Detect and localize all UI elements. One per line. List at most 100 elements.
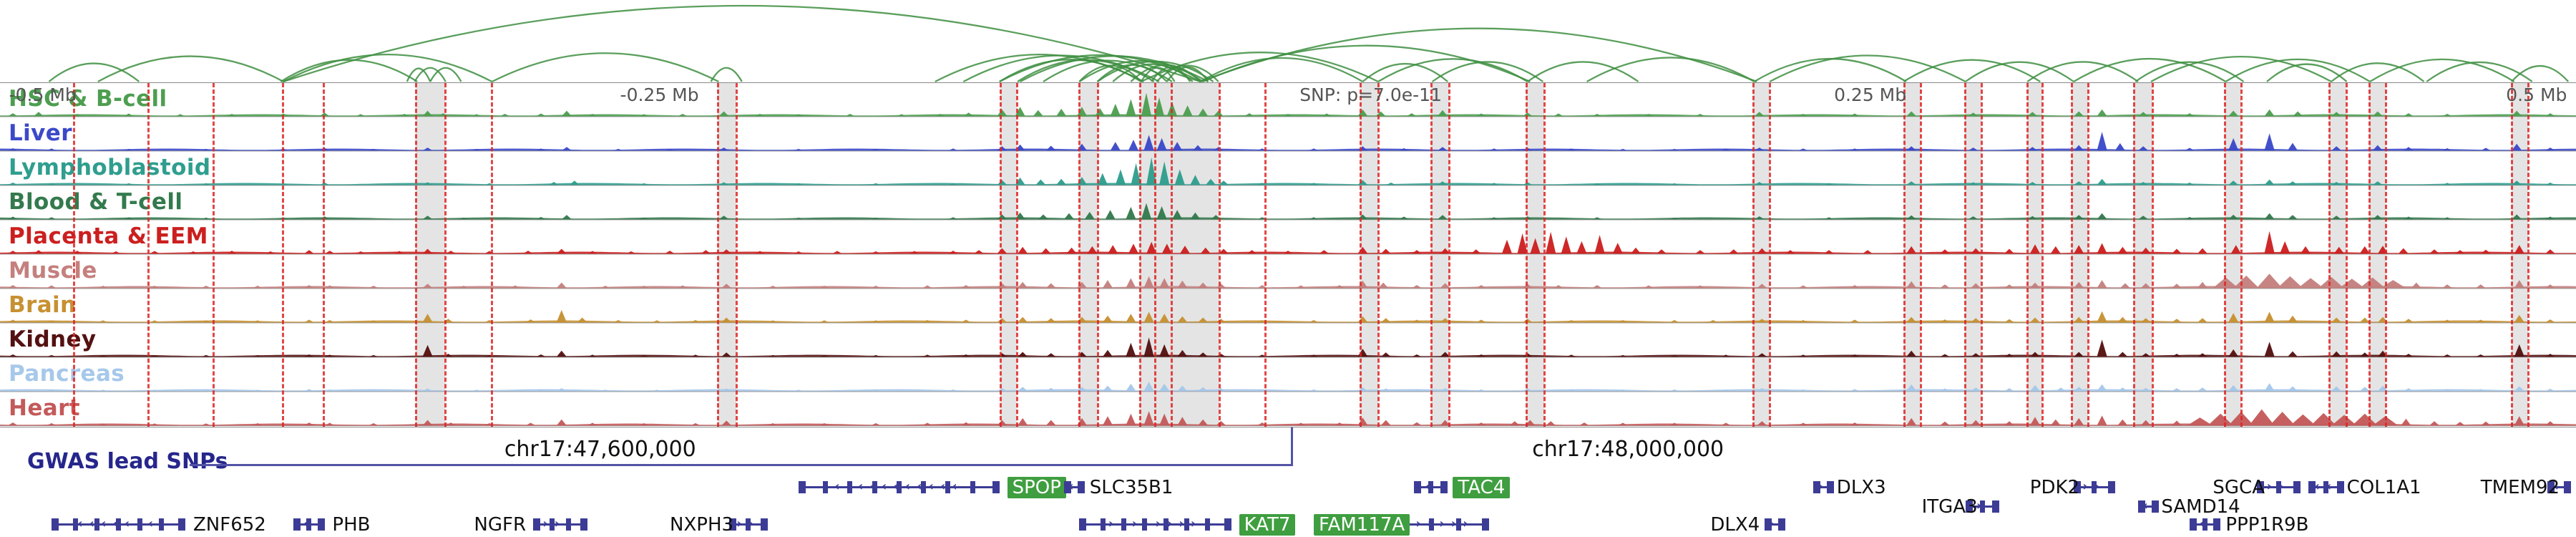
gene-label[interactable]: ITGA3 bbox=[1921, 496, 1978, 518]
highlight-dashed-line bbox=[1377, 83, 1380, 427]
gene-exon bbox=[1813, 481, 1821, 493]
gene-label[interactable]: PDK2 bbox=[2029, 477, 2080, 498]
highlight-dashed-line bbox=[1526, 83, 1528, 427]
track-row[interactable]: Heart bbox=[0, 392, 2576, 427]
strand-right-icon: ››››› bbox=[1415, 516, 1475, 531]
signal-peaks bbox=[7, 231, 2556, 254]
track-row[interactable]: Pancreas bbox=[0, 358, 2576, 392]
highlight-band bbox=[1000, 83, 1018, 427]
gene-model[interactable]: ‹ bbox=[2547, 476, 2571, 499]
gene-label[interactable]: NXPH3 bbox=[670, 514, 734, 536]
highlight-dashed-line bbox=[1768, 83, 1771, 427]
gene-label[interactable]: SGCA bbox=[2212, 477, 2265, 498]
gene-exon bbox=[728, 518, 736, 531]
gene-label[interactable]: KAT7 bbox=[1239, 514, 1296, 536]
gene-exon bbox=[799, 481, 806, 493]
track-row[interactable]: Placenta & EEM bbox=[0, 221, 2576, 255]
track-row[interactable]: Brain bbox=[0, 289, 2576, 324]
gene-model[interactable]: ›› bbox=[2256, 476, 2301, 499]
highlight-dashed-line bbox=[1360, 83, 1362, 427]
gene-model[interactable]: › bbox=[1965, 495, 1999, 518]
track-row[interactable]: Lymphoblastoid bbox=[0, 152, 2576, 186]
gene-exon bbox=[2092, 481, 2097, 493]
gene-model[interactable]: ‹ bbox=[293, 513, 325, 536]
gene-model[interactable]: ››› bbox=[533, 513, 587, 536]
gene-model[interactable]: ‹ bbox=[2138, 495, 2159, 518]
gene-model[interactable]: › bbox=[1765, 513, 1785, 536]
interaction-arc bbox=[1769, 54, 1966, 82]
track-row[interactable]: Liver bbox=[0, 117, 2576, 152]
gene-exon bbox=[1079, 518, 1087, 531]
highlight-dashed-line bbox=[2368, 83, 2371, 427]
gene-label[interactable]: SPOP bbox=[1007, 477, 1066, 498]
gene-model[interactable]: ‹‹‹‹‹‹‹ bbox=[52, 513, 186, 536]
signal-peaks bbox=[7, 337, 2556, 357]
gene-model[interactable]: ›› bbox=[2074, 476, 2115, 499]
gene-label[interactable]: ZNF652 bbox=[193, 514, 266, 536]
coordinate-label: chr17:48,000,000 bbox=[1532, 437, 1724, 462]
gwas-line-riser bbox=[1290, 427, 1293, 466]
gene-line bbox=[533, 523, 587, 526]
highlight-dashed-line bbox=[2345, 83, 2348, 427]
highlight-dashed-line bbox=[2511, 83, 2514, 427]
gene-exon bbox=[306, 518, 312, 531]
track-row[interactable]: Blood & T-cell bbox=[0, 186, 2576, 221]
gene-model[interactable]: ‹‹‹‹‹‹‹‹‹‹‹ bbox=[799, 476, 1000, 499]
gene-exon bbox=[746, 518, 751, 531]
track-area[interactable]: HSC & B-cell Liver Lymphoblastoid Blood & T… bbox=[0, 82, 2576, 427]
highlight-dashed-line bbox=[1170, 83, 1173, 427]
track-row[interactable]: Kidney bbox=[0, 324, 2576, 358]
gene-exon bbox=[1428, 518, 1434, 531]
highlight-band bbox=[1752, 83, 1770, 427]
strand-left-icon: ‹ bbox=[2190, 516, 2220, 533]
highlight-dashed-line bbox=[323, 83, 326, 427]
gene-label[interactable]: PPP1R9B bbox=[2225, 514, 2309, 536]
track-label: Brain bbox=[9, 292, 77, 318]
gene-label[interactable]: DLX3 bbox=[1836, 477, 1886, 498]
highlight-band bbox=[718, 83, 736, 427]
interaction-arc bbox=[999, 59, 1142, 82]
gene-label[interactable]: NGFR bbox=[474, 514, 527, 536]
gene-label[interactable]: PHB bbox=[332, 514, 371, 536]
gene-model[interactable]: ›››››››› bbox=[1079, 513, 1231, 536]
gene-exon bbox=[178, 518, 186, 531]
gene-model[interactable]: ‹‹ bbox=[2308, 476, 2344, 499]
track-label: Placenta & EEM bbox=[9, 223, 208, 249]
gene-model[interactable]: ‹ bbox=[1414, 476, 1448, 499]
track-row[interactable]: Muscle bbox=[0, 255, 2576, 289]
signal-plot bbox=[0, 409, 2576, 426]
coordinate-label: chr17:47,600,000 bbox=[504, 437, 696, 462]
signal-plot bbox=[0, 382, 2576, 392]
strand-left-icon: ‹ bbox=[2553, 479, 2565, 494]
highlight-dashed-line bbox=[1752, 83, 1755, 427]
interaction-arc bbox=[2511, 65, 2570, 82]
interaction-arc bbox=[1965, 61, 2074, 82]
gene-model[interactable]: › bbox=[1813, 476, 1835, 499]
gene-label[interactable]: SLC35B1 bbox=[1089, 477, 1174, 498]
highlight-band bbox=[2072, 83, 2089, 427]
strand-left-icon: ‹ bbox=[293, 516, 324, 533]
gene-exon bbox=[116, 518, 122, 531]
gene-label[interactable]: FAM117A bbox=[1314, 514, 1410, 536]
strand-right-icon: ›››››››› bbox=[1108, 516, 1203, 531]
track-label: Liver bbox=[9, 120, 72, 146]
gene-label[interactable]: TMEM92 bbox=[2480, 477, 2560, 498]
gene-label[interactable]: SAMD14 bbox=[2161, 496, 2240, 518]
gene-model[interactable]: ‹ bbox=[2190, 513, 2221, 536]
gene-model[interactable]: ›› bbox=[728, 513, 768, 536]
track-label: HSC & B-cell bbox=[9, 86, 167, 112]
signal-peaks bbox=[7, 203, 2556, 220]
gene-model[interactable]: ››››› bbox=[1401, 513, 1489, 536]
gene-label[interactable]: COL1A1 bbox=[2346, 477, 2421, 498]
signal-plot bbox=[0, 274, 2576, 289]
interaction-arc bbox=[429, 67, 462, 82]
track-row[interactable]: HSC & B-cell bbox=[0, 83, 2576, 117]
interaction-arc bbox=[1377, 58, 1528, 82]
gene-label[interactable]: DLX4 bbox=[1710, 514, 1760, 536]
interaction-arc bbox=[710, 67, 743, 82]
scale-label: 0.25 Mb bbox=[1834, 84, 1907, 105]
signal-plot bbox=[0, 92, 2576, 117]
gene-label[interactable]: TAC4 bbox=[1453, 477, 1511, 498]
gene-model[interactable]: ‹ bbox=[1063, 476, 1085, 499]
